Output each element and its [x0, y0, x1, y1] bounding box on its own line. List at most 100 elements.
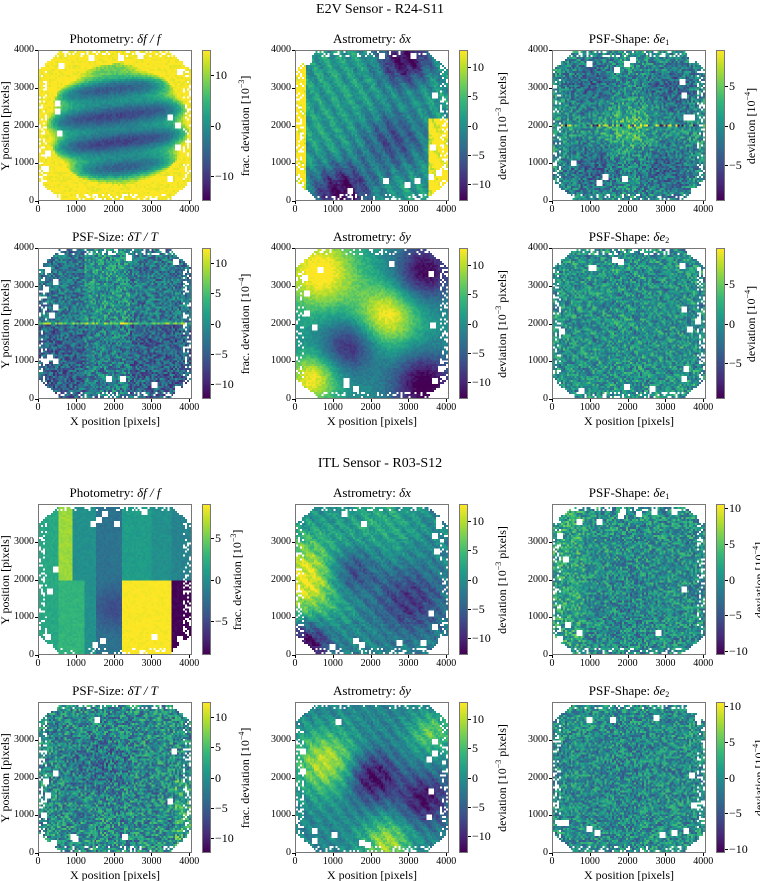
- x-tick-mark: [665, 655, 667, 658]
- y-tick-mark: [292, 739, 295, 741]
- colorbar: [202, 702, 211, 853]
- x-tick-label: 0: [549, 402, 555, 413]
- x-tick-mark: [408, 655, 410, 658]
- y-tick-mark: [549, 285, 552, 287]
- colorbar-tick-mark: [211, 807, 214, 809]
- y-tick-label: 4000: [271, 242, 291, 253]
- x-tick-mark: [38, 655, 39, 658]
- y-tick-label: 0: [286, 195, 291, 206]
- x-tick-mark: [113, 399, 115, 402]
- y-tick-mark: [549, 361, 552, 363]
- x-tick-mark: [446, 201, 448, 204]
- x-tick-mark: [370, 853, 372, 856]
- colorbar-label-exponent: −3: [237, 79, 246, 88]
- colorbar-label-text: deviation [10: [752, 553, 760, 618]
- x-tick-label: 0: [292, 204, 298, 215]
- y-tick-mark: [549, 655, 552, 656]
- heatmap-axes: [38, 248, 192, 399]
- colorbar-tick-label: −5: [729, 158, 742, 173]
- colorbar-tick-label: 0: [472, 770, 478, 785]
- colorbar-tick-mark: [725, 777, 728, 779]
- x-tick-mark: [665, 399, 667, 402]
- heatmap-axes: [38, 702, 192, 853]
- colorbar-tick-label: −10: [472, 828, 491, 843]
- title-math: δe: [653, 683, 666, 698]
- y-tick-mark: [292, 815, 295, 817]
- y-tick-label: 4000: [528, 242, 548, 253]
- colorbar-label: frac. deviation [10−3]: [237, 56, 253, 196]
- x-tick-mark: [332, 853, 334, 856]
- colorbar-tick-mark: [211, 537, 214, 539]
- y-tick-label: 4000: [14, 242, 34, 253]
- colorbar-tick-label: −10: [215, 830, 234, 845]
- colorbar-tick-label: 10: [472, 258, 484, 273]
- x-tick-label: 4000: [436, 856, 457, 867]
- y-tick-mark: [549, 201, 552, 202]
- x-tick-mark: [370, 655, 372, 658]
- y-tick-mark: [292, 125, 295, 127]
- title-text: Photometry:: [69, 485, 138, 500]
- colorbar-tick-mark: [468, 806, 471, 808]
- y-tick-label: 0: [286, 393, 291, 404]
- x-tick-mark: [38, 853, 39, 856]
- x-tick-mark: [151, 201, 153, 204]
- y-tick-label: 2000: [528, 573, 548, 585]
- title-math: δe: [653, 229, 666, 244]
- colorbar-tick-label: −5: [215, 800, 228, 815]
- x-tick-mark: [113, 853, 115, 856]
- colorbar-label-exponent: −4: [237, 277, 246, 286]
- x-tick-mark: [627, 853, 629, 856]
- y-tick-label: 1000: [14, 157, 34, 169]
- title-subscript: 1: [665, 492, 670, 501]
- x-axis-label: X position [pixels]: [70, 414, 160, 428]
- x-tick-mark: [703, 853, 705, 856]
- y-tick-mark: [35, 617, 38, 619]
- colorbar-tick-mark: [725, 125, 728, 127]
- x-tick-label: 2000: [360, 658, 381, 669]
- y-tick-label: 3000: [14, 81, 34, 93]
- colorbar: [202, 248, 211, 399]
- x-tick-mark: [75, 853, 77, 856]
- y-tick-label: 4000: [14, 44, 34, 55]
- colorbar-label-end: ]: [230, 529, 244, 534]
- x-tick-mark: [589, 853, 591, 856]
- colorbar-tick-mark: [211, 621, 214, 623]
- y-tick-label: 1000: [528, 355, 548, 367]
- y-tick-mark: [549, 815, 552, 817]
- colorbar-tick-mark: [468, 352, 471, 354]
- colorbar-tick-mark: [211, 353, 214, 355]
- colorbar-tick-label: 0: [215, 770, 221, 785]
- y-tick-mark: [35, 541, 38, 543]
- x-tick-mark: [189, 853, 191, 856]
- y-tick-label: 2000: [14, 317, 34, 329]
- y-tick-mark: [35, 163, 38, 165]
- x-tick-mark: [665, 201, 667, 204]
- x-tick-mark: [113, 655, 115, 658]
- y-tick-mark: [292, 655, 295, 656]
- colorbar-label-text: deviation [10: [495, 313, 509, 378]
- colorbar-tick-mark: [725, 741, 728, 743]
- x-tick-mark: [75, 399, 77, 402]
- y-tick-label: 1000: [528, 809, 548, 821]
- colorbar-tick-mark: [211, 323, 214, 325]
- x-tick-mark: [332, 655, 334, 658]
- x-tick-label: 2000: [617, 402, 638, 413]
- x-tick-label: 1000: [579, 204, 600, 215]
- y-tick-label: 2000: [14, 119, 34, 131]
- y-tick-label: 2000: [271, 119, 291, 131]
- y-tick-label: 2000: [271, 573, 291, 585]
- heatmap-axes: [295, 248, 449, 399]
- x-tick-mark: [703, 399, 705, 402]
- y-tick-mark: [292, 285, 295, 287]
- y-tick-label: 0: [543, 847, 548, 858]
- y-tick-label: 3000: [528, 81, 548, 93]
- colorbar-tick-label: −5: [729, 356, 742, 371]
- y-tick-label: 0: [29, 649, 34, 660]
- colorbar-tick-label: −5: [472, 147, 485, 162]
- y-axis-label: Y position [pixels]: [0, 80, 12, 171]
- x-tick-label: 4000: [693, 856, 714, 867]
- x-tick-label: 3000: [655, 658, 676, 669]
- colorbar-tick-mark: [211, 747, 214, 749]
- heatmap-image: [296, 51, 448, 200]
- colorbar-tick-mark: [211, 125, 214, 127]
